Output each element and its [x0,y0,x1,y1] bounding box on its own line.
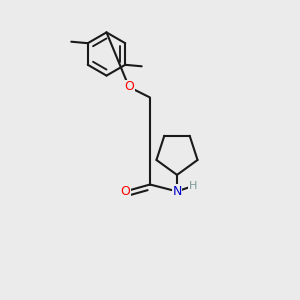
Text: O: O [121,185,130,198]
Text: N: N [172,185,182,198]
Text: H: H [189,181,197,191]
Text: O: O [124,80,134,94]
